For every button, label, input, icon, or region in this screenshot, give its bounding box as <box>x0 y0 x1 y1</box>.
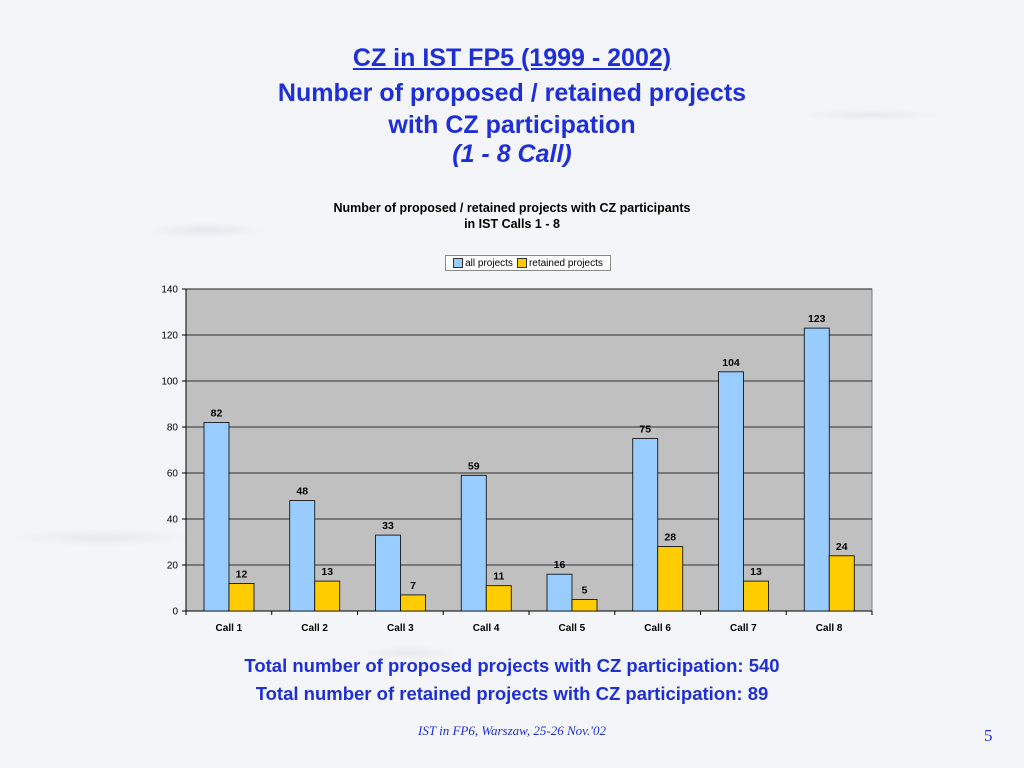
x-tick-label: Call 4 <box>473 623 500 634</box>
bar-retained-projects <box>400 594 426 612</box>
bar-all-projects <box>718 371 744 612</box>
x-tick-label: Call 6 <box>644 623 671 634</box>
page-number: 5 <box>984 726 993 745</box>
data-label-retained-projects: 28 <box>664 532 676 544</box>
data-label-all-projects: 33 <box>382 520 394 532</box>
data-label-retained-projects: 11 <box>493 571 504 583</box>
y-tick-label: 60 <box>167 469 179 480</box>
y-tick-label: 100 <box>161 377 178 388</box>
data-label-retained-projects: 24 <box>836 541 848 553</box>
x-tick-label: Call 8 <box>816 623 843 634</box>
y-tick-label: 40 <box>167 515 179 526</box>
data-label-retained-projects: 13 <box>750 566 762 578</box>
chart-title-line1: Number of proposed / retained projects w… <box>333 201 691 215</box>
bar-retained-projects <box>314 580 341 612</box>
bar-retained-projects <box>228 583 255 612</box>
bar-all-projects <box>289 500 316 612</box>
data-label-all-projects: 48 <box>296 486 308 498</box>
x-tick-label: Call 5 <box>559 623 586 634</box>
y-tick-label: 120 <box>161 331 178 342</box>
bar-all-projects <box>803 327 830 612</box>
data-label-all-projects: 123 <box>808 313 826 325</box>
slide-subtitle-line2: with CZ participation <box>388 111 636 139</box>
bar-all-projects <box>632 438 659 612</box>
bar-retained-projects <box>657 546 684 612</box>
data-label-all-projects: 59 <box>468 460 480 472</box>
legend-label-all-projects: all projects <box>465 257 513 269</box>
legend-item-retained-projects: retained projects <box>516 257 603 269</box>
bar-all-projects <box>546 573 573 612</box>
summary-proposed: Total number of proposed projects with C… <box>244 655 780 676</box>
summary-retained: Total number of retained projects with C… <box>255 683 769 704</box>
y-tick-label: 0 <box>172 607 178 618</box>
footer-text: IST in FP6, Warszaw, 25-26 Nov.'02 <box>418 723 606 738</box>
y-tick-label: 80 <box>167 423 179 434</box>
chart-title-line2: in IST Calls 1 - 8 <box>464 217 560 231</box>
legend-swatch-retained-projects <box>516 258 527 268</box>
legend-swatch-all-projects <box>453 258 464 268</box>
x-tick-label: Call 1 <box>216 623 243 634</box>
slide-title: CZ in IST FP5 (1999 - 2002) <box>352 44 672 72</box>
chart-legend: all projects retained projects <box>445 255 611 271</box>
x-tick-label: Call 3 <box>387 623 414 634</box>
bar-retained-projects <box>485 585 512 612</box>
plot-area <box>185 288 873 612</box>
bar-all-projects <box>460 474 487 612</box>
bar-retained-projects <box>743 580 769 612</box>
legend-item-all-projects: all projects <box>453 258 513 269</box>
slide-subtitle-line3: (1 - 8 Call) <box>452 140 572 168</box>
data-label-retained-projects: 12 <box>236 568 248 580</box>
bar-retained-projects <box>571 599 598 612</box>
bar-retained-projects <box>828 555 855 612</box>
data-label-all-projects: 75 <box>639 424 651 436</box>
legend-label-retained-projects: retained projects <box>528 257 603 269</box>
x-tick-label: Call 7 <box>730 623 757 634</box>
bar-all-projects <box>203 421 230 612</box>
data-label-retained-projects: 13 <box>321 566 333 578</box>
bar-all-projects <box>375 534 401 612</box>
data-label-all-projects: 104 <box>722 357 740 369</box>
data-label-retained-projects: 5 <box>582 585 588 597</box>
data-label-all-projects: 82 <box>211 407 223 419</box>
data-label-all-projects: 16 <box>554 559 566 571</box>
data-label-retained-projects: 7 <box>410 580 416 592</box>
y-tick-label: 140 <box>161 285 178 296</box>
x-tick-label: Call 2 <box>301 623 328 634</box>
slide-subtitle-line1: Number of proposed / retained projects <box>277 79 747 107</box>
y-tick-label: 20 <box>167 561 179 572</box>
